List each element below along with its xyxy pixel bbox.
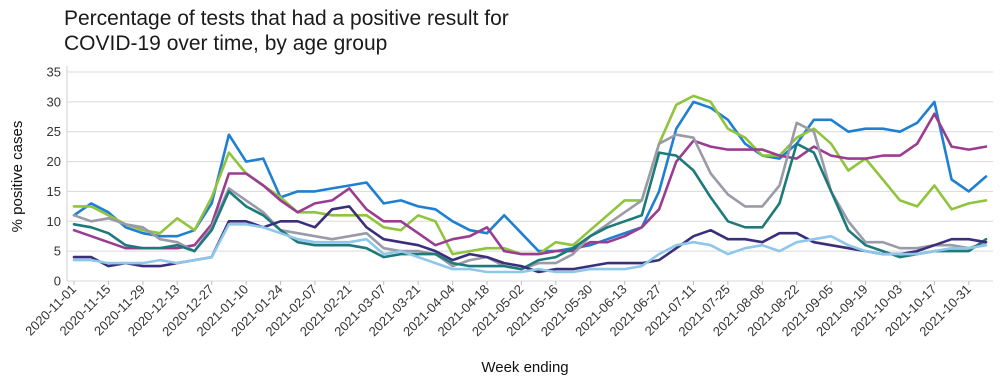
y-tick-label: 25 (47, 124, 61, 139)
x-axis-ticks: 2020-11-012020-11-152020-11-292020-12-13… (22, 282, 974, 340)
y-tick-label: 0 (54, 274, 61, 289)
chart-title-line-2: COVID-19 over time, by age group (64, 32, 388, 55)
y-tick-label: 5 (54, 244, 61, 259)
series-line-1 (72, 100, 988, 253)
chart-title-line-1: Percentage of tests that had a positive … (64, 7, 509, 30)
y-tick-label: 35 (47, 65, 61, 80)
series-line-6 (72, 205, 988, 274)
series-lines (72, 94, 988, 274)
series-line-3 (72, 112, 988, 256)
x-axis-label: Week ending (481, 359, 568, 376)
y-tick-label: 15 (47, 184, 61, 199)
y-tick-label: 30 (47, 94, 61, 109)
y-tick-label: 10 (47, 214, 61, 229)
y-axis-ticks: 0 5 10 15 20 25 30 35 (47, 65, 61, 289)
y-tick-label: 20 (47, 154, 61, 169)
chart-title: Percentage of tests that had a positive … (64, 6, 509, 56)
gridlines (66, 66, 993, 285)
series-line-5 (72, 142, 988, 271)
series-line-7 (72, 223, 988, 274)
y-axis-label: % positive cases (9, 121, 26, 233)
